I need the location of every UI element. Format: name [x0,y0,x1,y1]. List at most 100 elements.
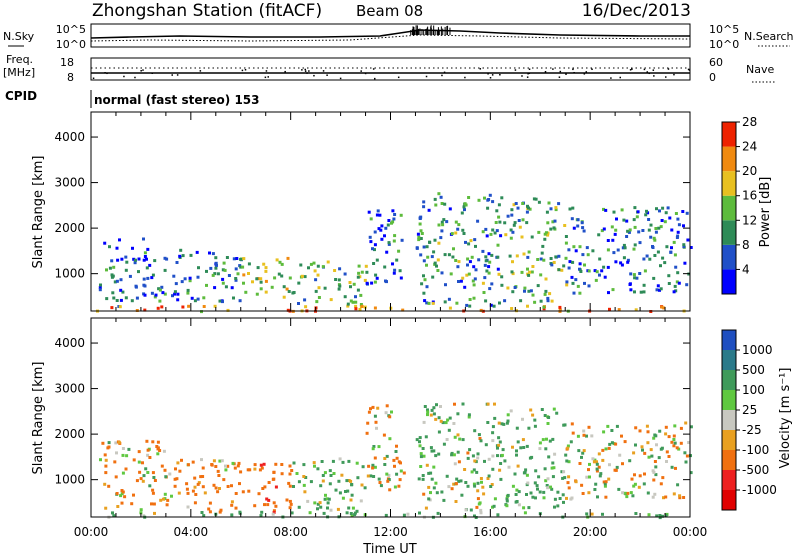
heatmap-cell [603,275,607,279]
heatmap-cell [674,212,678,215]
heatmap-cell [484,255,488,259]
heatmap-cell [376,209,380,213]
freq-dots [92,68,691,80]
heatmap-cell [599,472,603,476]
nsky-spikes [410,25,451,35]
heatmap-cell [174,282,178,286]
heatmap-cell [418,511,421,515]
heatmap-cell [430,449,434,453]
heatmap-cell [557,202,561,206]
heatmap-cell [672,438,676,441]
heatmap-cell [280,472,284,476]
heatmap-cell [419,455,423,459]
heatmap-cell [173,290,177,294]
heatmap-cell [313,464,316,468]
heatmap-cell [120,489,124,492]
heatmap-cell [288,506,292,510]
heatmap-cell [226,308,230,312]
heatmap-cell [354,304,358,308]
heatmap-cell [538,490,542,494]
heatmap-cell [115,492,119,495]
heatmap-cell [200,511,204,514]
heatmap-cell [473,429,477,433]
freq-dot [374,77,376,80]
freq-dot [499,73,501,76]
heatmap-cell [173,484,177,488]
freq-dot [339,77,342,80]
heatmap-cell [107,441,111,445]
heatmap-cell [534,496,537,500]
freq-dot [527,72,529,75]
power-colorbar-swatch [722,195,736,221]
heatmap-cell [597,465,601,469]
heatmap-cell [211,273,215,277]
heatmap-cell [576,218,580,222]
heatmap-cell [384,513,388,517]
heatmap-cell [578,267,581,271]
heatmap-cell [563,224,567,227]
freq-tick-top: 18 [60,56,74,69]
heatmap-cell [675,446,679,450]
heatmap-cell [521,218,525,222]
heatmap-cell [110,273,114,277]
heatmap-cell [385,454,389,458]
heatmap-cell [178,254,182,258]
heatmap-cell [258,468,262,472]
heatmap-cell [592,460,596,464]
heatmap-cell [273,276,277,280]
heatmap-cell [272,510,276,514]
heatmap-cell [655,288,659,292]
heatmap-cell [285,498,289,502]
heatmap-cell [520,270,524,274]
heatmap-cell [496,267,500,271]
heatmap-cell [261,487,265,490]
heatmap-cell [214,486,218,490]
heatmap-cell [574,249,578,253]
heatmap-cell [561,493,565,497]
heatmap-cell [512,203,516,207]
heatmap-cell [651,245,654,248]
heatmap-cell [556,490,560,494]
heatmap-cell [119,288,123,292]
heatmap-cell [476,489,480,493]
heatmap-cell [259,514,263,518]
heatmap-cell [427,301,431,305]
heatmap-cell [635,276,639,280]
heatmap-cell [202,305,206,308]
heatmap-cell [476,456,480,460]
heatmap-cell [450,451,454,455]
freq-dot [487,73,489,75]
heatmap-cell [510,307,514,310]
heatmap-cell [297,281,301,285]
heatmap-cell [253,467,257,471]
heatmap-cell [202,296,206,300]
heatmap-cell [591,457,595,461]
heatmap-cell [391,209,395,213]
heatmap-cell [653,238,657,242]
heatmap-cell [506,493,510,497]
heatmap-cell [429,471,433,475]
y-tick-label: 1000 [54,267,85,281]
heatmap-cell [103,241,107,245]
heatmap-cell [201,475,205,478]
heatmap-cell [442,218,446,222]
heatmap-cell [641,229,645,232]
heatmap-cell [214,261,218,265]
heatmap-cell [115,299,119,302]
heatmap-cell [372,475,376,478]
heatmap-cell [290,511,294,515]
heatmap-cell [297,505,301,509]
heatmap-cell [674,289,678,293]
velocity-colorbar-label: -25 [742,423,762,437]
heatmap-cell [234,277,238,280]
heatmap-cell [551,475,555,479]
heatmap-cell [346,304,350,308]
heatmap-cell [146,276,150,280]
heatmap-cell [473,514,476,518]
heatmap-cell [542,305,546,309]
heatmap-cell [161,291,165,295]
freq-dot [306,72,308,74]
heatmap-cell [160,285,164,289]
heatmap-cell [127,447,131,451]
heatmap-cell [527,273,531,277]
